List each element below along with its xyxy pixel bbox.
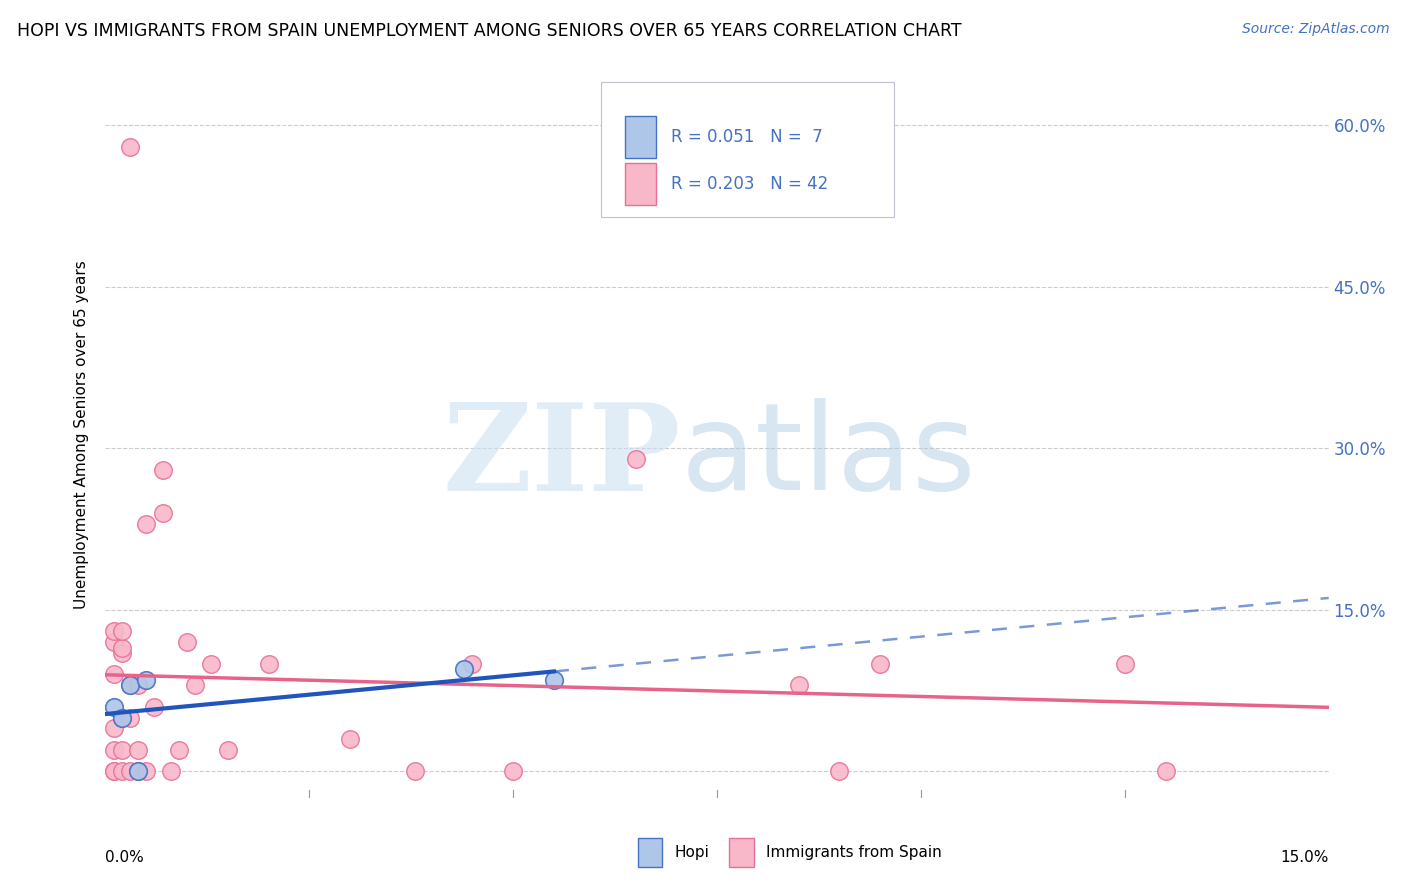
Point [103, 667, 125, 681]
Point [1114, 657, 1136, 671]
Text: 0.0%: 0.0% [105, 850, 145, 865]
Point [103, 743, 125, 757]
FancyBboxPatch shape [626, 163, 655, 205]
Point [111, 710, 134, 724]
Point [1154, 764, 1177, 779]
Point [103, 699, 125, 714]
Point [127, 678, 149, 692]
Point [159, 764, 181, 779]
Point [118, 678, 141, 692]
Point [404, 764, 426, 779]
Point [624, 452, 647, 467]
Text: Hopi: Hopi [675, 846, 709, 861]
Point [127, 764, 149, 779]
FancyBboxPatch shape [730, 838, 754, 867]
Point [127, 764, 149, 779]
Point [502, 764, 524, 779]
Point [176, 635, 198, 649]
Point [103, 722, 125, 736]
Point [111, 710, 134, 724]
Point [217, 743, 239, 757]
Point [184, 678, 207, 692]
Point [200, 657, 222, 671]
Point [118, 140, 141, 154]
Point [143, 699, 166, 714]
Point [111, 743, 134, 757]
Point [111, 640, 134, 655]
Point [787, 678, 810, 692]
Point [118, 764, 141, 779]
Point [111, 646, 134, 660]
Text: Source: ZipAtlas.com: Source: ZipAtlas.com [1241, 22, 1389, 37]
Point [103, 764, 125, 779]
FancyBboxPatch shape [600, 82, 894, 217]
Point [103, 635, 125, 649]
Point [135, 516, 157, 531]
Text: 15.0%: 15.0% [1281, 850, 1329, 865]
Point [103, 764, 125, 779]
Text: R = 0.051   N =  7: R = 0.051 N = 7 [671, 128, 823, 145]
Point [135, 764, 157, 779]
Point [339, 732, 361, 747]
Point [453, 662, 475, 676]
Point [543, 673, 565, 687]
Point [111, 764, 134, 779]
Point [118, 678, 141, 692]
Point [869, 657, 891, 671]
Point [257, 657, 280, 671]
FancyBboxPatch shape [626, 116, 655, 158]
Point [111, 624, 134, 639]
Point [461, 657, 484, 671]
Point [167, 743, 190, 757]
Text: ZIP: ZIP [441, 398, 681, 516]
Point [127, 743, 149, 757]
Point [135, 673, 157, 687]
Point [103, 624, 125, 639]
Y-axis label: Unemployment Among Seniors over 65 years: Unemployment Among Seniors over 65 years [75, 260, 90, 609]
Point [118, 710, 141, 724]
FancyBboxPatch shape [637, 838, 662, 867]
Point [828, 764, 851, 779]
Text: atlas: atlas [681, 398, 976, 516]
Point [152, 463, 174, 477]
Text: HOPI VS IMMIGRANTS FROM SPAIN UNEMPLOYMENT AMONG SENIORS OVER 65 YEARS CORRELATI: HOPI VS IMMIGRANTS FROM SPAIN UNEMPLOYME… [17, 22, 962, 40]
Text: Immigrants from Spain: Immigrants from Spain [766, 846, 942, 861]
Text: R = 0.203   N = 42: R = 0.203 N = 42 [671, 175, 828, 193]
Point [152, 506, 174, 520]
